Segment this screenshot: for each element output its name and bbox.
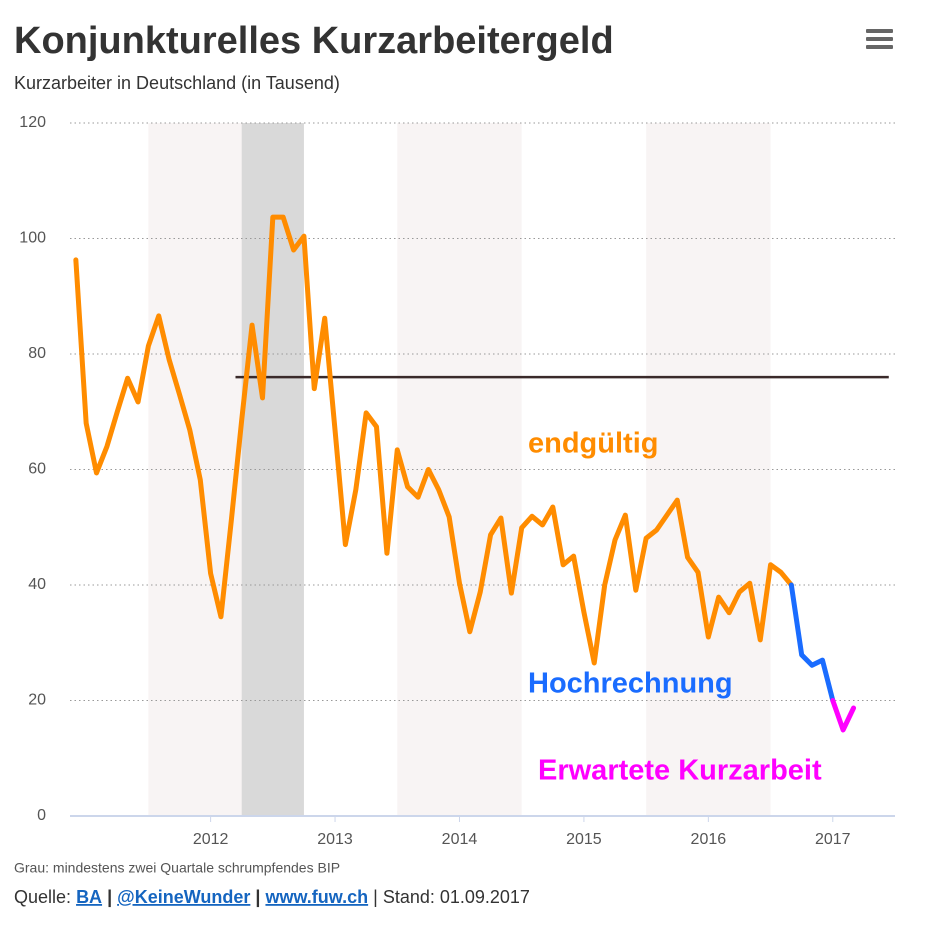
separator: | <box>107 887 112 907</box>
separator: | <box>255 887 260 907</box>
series-line <box>73 214 794 666</box>
source-link[interactable]: @KeineWunder <box>117 887 250 907</box>
chart-title: Konjunkturelles Kurzarbeitergeld <box>14 20 614 62</box>
source: Quelle: BA | @KeineWunder | www.fuw.ch |… <box>14 887 530 907</box>
stand: | Stand: 01.09.2017 <box>373 887 530 907</box>
x-tick-label: 2012 <box>193 831 229 848</box>
y-tick-label: 40 <box>28 576 46 593</box>
menu-bar[interactable] <box>866 29 893 33</box>
y-tick-label: 20 <box>28 692 46 709</box>
grid: 0 20 40 60 80 100 120 2012 2013 2014 2015 2016 2017 <box>19 114 895 848</box>
series-label: endgültig <box>528 428 658 460</box>
marks: endgültig Hochrechnung Erwartete Kurzarbei… <box>73 214 889 787</box>
note: Grau: mindestens zwei Quartale schrumpfe… <box>14 860 340 876</box>
y-tick-label: 80 <box>28 345 46 362</box>
year-band <box>397 123 522 816</box>
y-tick-label: 0 <box>37 807 46 824</box>
x-tick-label: 2017 <box>815 831 851 848</box>
source-link[interactable]: BA <box>76 887 102 907</box>
chart-subtitle: Kurzarbeiter in Deutschland (in Tausend) <box>14 73 340 93</box>
y-tick-label: 120 <box>19 114 46 131</box>
menu-bar[interactable] <box>866 37 893 41</box>
source-link[interactable]: www.fuw.ch <box>264 887 368 907</box>
menu-bar[interactable] <box>866 45 893 49</box>
x-tick-label: 2014 <box>442 831 478 848</box>
x-tick-label: 2015 <box>566 831 602 848</box>
source-line: Quelle: BA | @KeineWunder | www.fuw.ch |… <box>14 887 530 907</box>
series-line <box>788 582 836 703</box>
y-tick-label: 60 <box>28 461 46 478</box>
series-line <box>830 698 857 733</box>
source-prefix: Quelle: <box>14 887 71 907</box>
series-label: Hochrechnung <box>528 668 733 700</box>
menu-button[interactable] <box>866 29 893 49</box>
x-tick-label: 2016 <box>691 831 727 848</box>
x-tick-label: 2013 <box>317 831 353 848</box>
series-label: Erwartete Kurzarbeit <box>538 755 822 787</box>
y-tick-label: 100 <box>19 230 46 247</box>
